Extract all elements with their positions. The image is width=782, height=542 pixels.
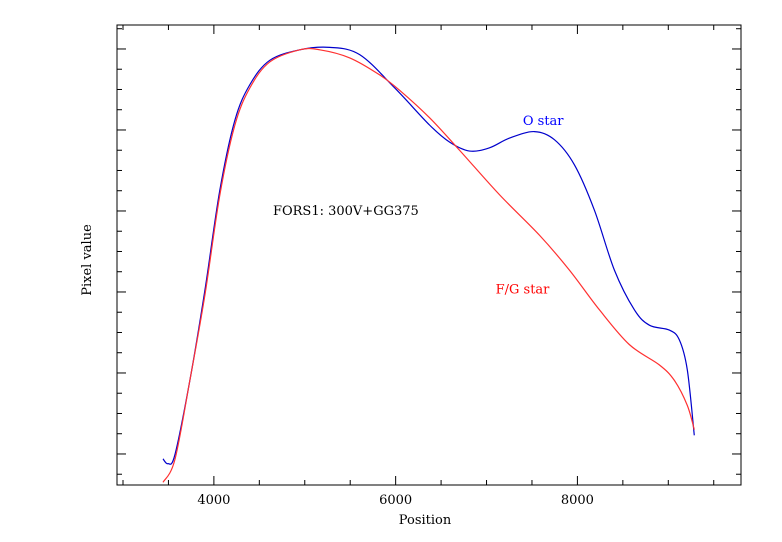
series-lines xyxy=(162,46,695,483)
x-tick-label: 4000 xyxy=(197,493,230,508)
x-tick-label: 8000 xyxy=(561,493,594,508)
x-axis-title: Position xyxy=(399,513,452,528)
y-axis-title: Pixel value xyxy=(80,224,95,296)
x-tick-label: 6000 xyxy=(379,493,412,508)
annotation-fg-star: F/G star xyxy=(496,283,551,298)
annotation-o-star: O star xyxy=(523,114,564,129)
plot-frame xyxy=(116,24,742,486)
series-line-f-g-star xyxy=(162,47,695,483)
x-tick-labels: 4000 6000 8000 xyxy=(197,493,594,508)
annotation-instrument: FORS1: 300V+GG375 xyxy=(273,204,419,219)
series-line-o-star xyxy=(162,46,695,465)
axis-ticks xyxy=(117,25,741,485)
